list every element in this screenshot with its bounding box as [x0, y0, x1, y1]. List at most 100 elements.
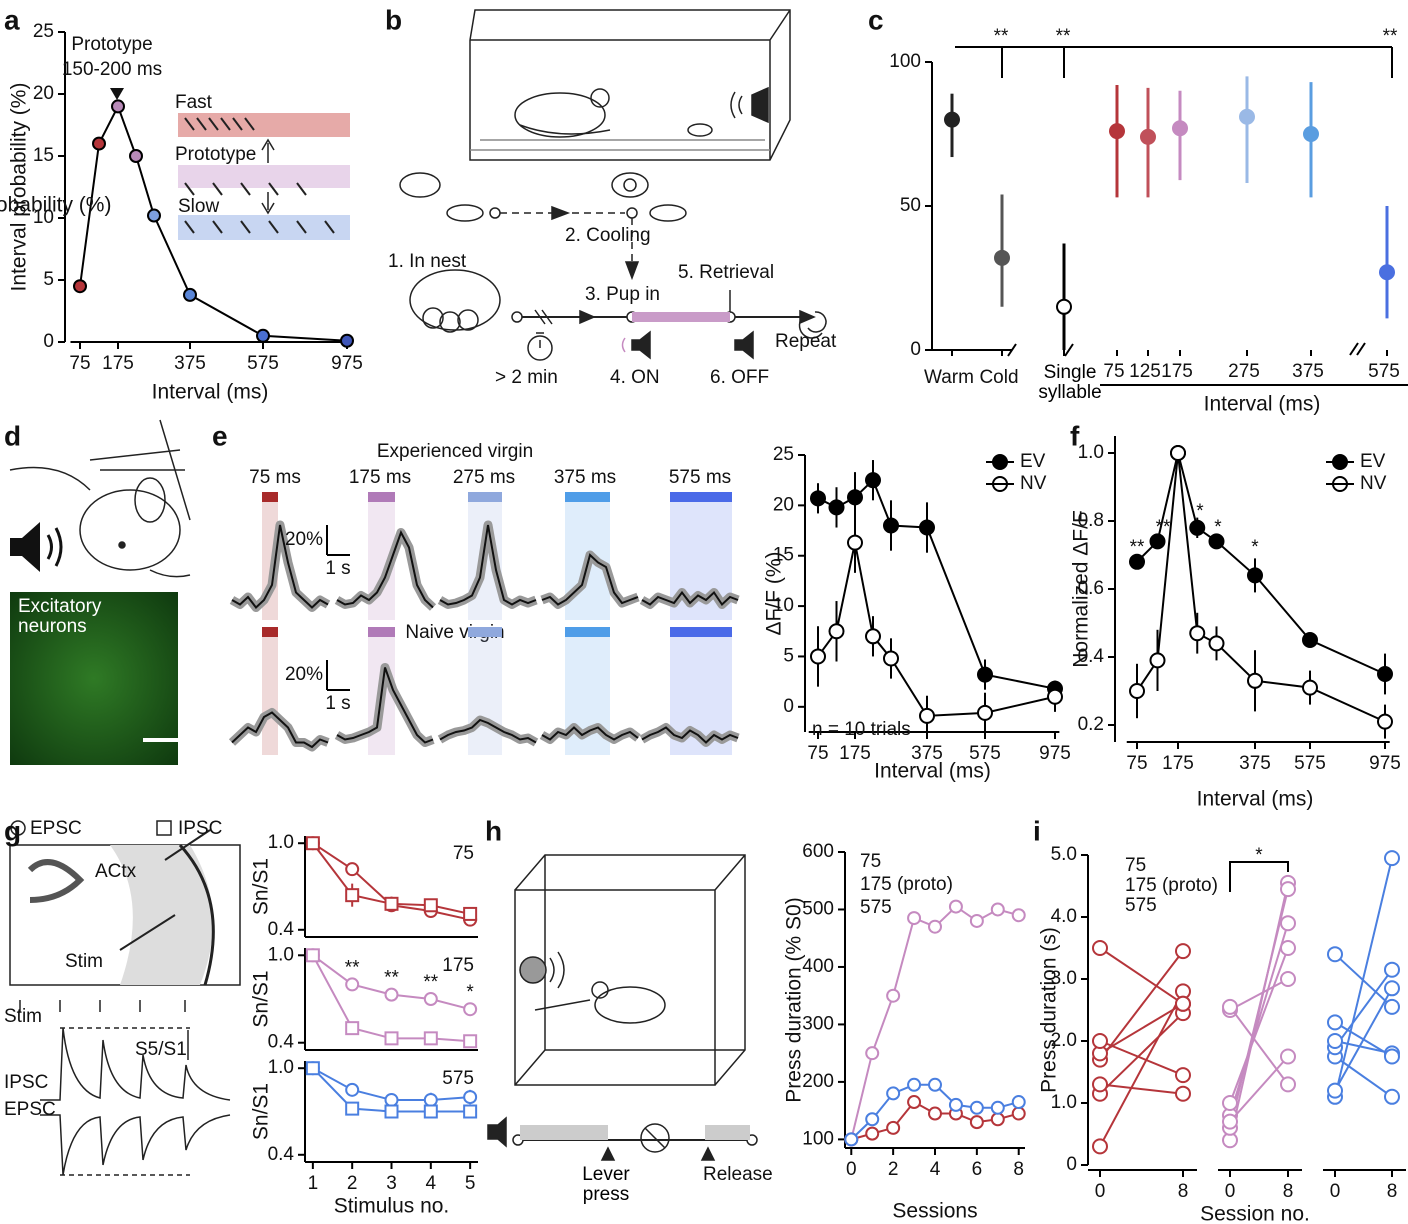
marker: [340, 333, 354, 348]
marker: [384, 987, 399, 1002]
y-tick-label: 0.4: [1078, 646, 1105, 667]
marker: [1056, 298, 1072, 315]
syllable: [212, 220, 223, 234]
step-label: Repeat: [775, 331, 837, 352]
marker: [1327, 1014, 1343, 1031]
syllable: [184, 182, 195, 196]
marker: [865, 1112, 880, 1127]
syllable: [184, 220, 195, 234]
syllable: [244, 117, 255, 131]
pair-line: [1099, 1083, 1184, 1095]
event-label: Release: [703, 1164, 773, 1185]
pair-line: [1229, 1006, 1289, 1085]
category-label: 275 ms: [453, 467, 515, 488]
y-tick-label: 1.0: [268, 832, 294, 853]
marker: [1092, 1033, 1108, 1049]
stimulus-band: [262, 635, 278, 755]
marker: [977, 704, 993, 721]
panel-label: f: [1070, 420, 1080, 451]
marker: [1149, 533, 1166, 550]
marker: [1092, 940, 1108, 956]
stimulus-bar: [262, 627, 278, 637]
trace-label: Stim: [4, 1006, 42, 1027]
pair-line: [1229, 978, 1289, 1011]
y-tick-label: 300: [802, 1013, 834, 1034]
marker: [1092, 1138, 1108, 1155]
inset-arrow: [261, 138, 275, 215]
y-tick-label: 3.0: [1051, 968, 1077, 989]
annotation: *: [1214, 517, 1222, 538]
marker: [1047, 688, 1063, 705]
marker: [1302, 679, 1318, 696]
stimulus-bar: [468, 492, 502, 502]
annotation: **: [384, 968, 399, 989]
y-tick-label: 50: [900, 195, 921, 216]
marker: [865, 472, 881, 489]
x-axis-label: Interval (ms): [1197, 788, 1314, 811]
syllable: [184, 117, 195, 131]
region-label: Stim: [65, 951, 103, 972]
mouse-sketch: [9, 419, 191, 578]
legend-label: 175 (proto): [860, 874, 953, 895]
trace: [439, 718, 537, 744]
marker: [886, 1086, 901, 1101]
x-tick-label: 975: [1369, 753, 1401, 774]
y-tick-label: 2.0: [1051, 1030, 1077, 1051]
chart-label: 575: [442, 1068, 474, 1089]
y-tick-label: 0: [43, 331, 54, 352]
marker: [1384, 961, 1400, 978]
scale-label: 1 s: [325, 693, 350, 714]
y-tick-label: 5: [43, 269, 54, 290]
marker: [1175, 995, 1191, 1012]
marker: [1222, 998, 1238, 1015]
stimulus-bar: [670, 492, 732, 502]
stimulus-bar: [368, 492, 395, 502]
marker: [1239, 108, 1255, 125]
x-axis-label: Interval (ms): [874, 760, 991, 783]
annotation: n = 10 trials: [812, 719, 911, 740]
marker: [1384, 850, 1400, 867]
x-tick-label: Warm: [924, 367, 974, 388]
x-tick-label: 75: [69, 353, 90, 374]
pair-line: [1099, 1012, 1184, 1095]
marker: [423, 1104, 438, 1119]
marker: [384, 1031, 399, 1046]
y-tick-label: 0: [783, 696, 794, 717]
annotation: **: [1156, 517, 1171, 538]
marker: [92, 136, 106, 151]
inset-band: [178, 165, 350, 188]
annotation: *: [1251, 537, 1259, 558]
marker: [1092, 1076, 1108, 1093]
marker: [810, 490, 826, 507]
pair-line: [1099, 1040, 1184, 1077]
y-tick-label: 0.4: [268, 1032, 295, 1053]
marker: [1384, 998, 1400, 1015]
y-tick-label: 5.0: [1051, 844, 1077, 865]
x-tick-label: 275: [1228, 361, 1260, 382]
x-tick-label: 575: [247, 353, 279, 374]
stimulus-bar: [468, 627, 502, 637]
marker: [810, 648, 826, 665]
syllable: [212, 182, 223, 196]
marker: [1379, 264, 1395, 281]
y-axis-label: Sn/S1: [250, 970, 273, 1027]
x-tick-label: 8: [1283, 1181, 1294, 1202]
data-line: [1136, 452, 1386, 675]
step-label: 3. Pup in: [585, 284, 660, 305]
speaker-icon: [10, 522, 63, 572]
syllable: [268, 182, 279, 196]
step-label: 5. Retrieval: [678, 262, 774, 283]
marker: [1377, 666, 1393, 682]
marker: [1384, 980, 1400, 997]
legend-label: EV: [1360, 451, 1386, 472]
marker: [345, 862, 360, 877]
marker: [1327, 1033, 1343, 1049]
annotation: 150-200 ms: [62, 59, 162, 80]
legend-label: 575: [860, 897, 892, 918]
y-tick-label: 0.4: [268, 919, 295, 940]
annotation: *: [466, 982, 474, 1003]
x-tick-label: 0: [1330, 1181, 1341, 1202]
marker: [463, 1104, 478, 1119]
x-tick-label: 8: [1387, 1181, 1398, 1202]
x-tick-label: 175: [102, 353, 134, 374]
